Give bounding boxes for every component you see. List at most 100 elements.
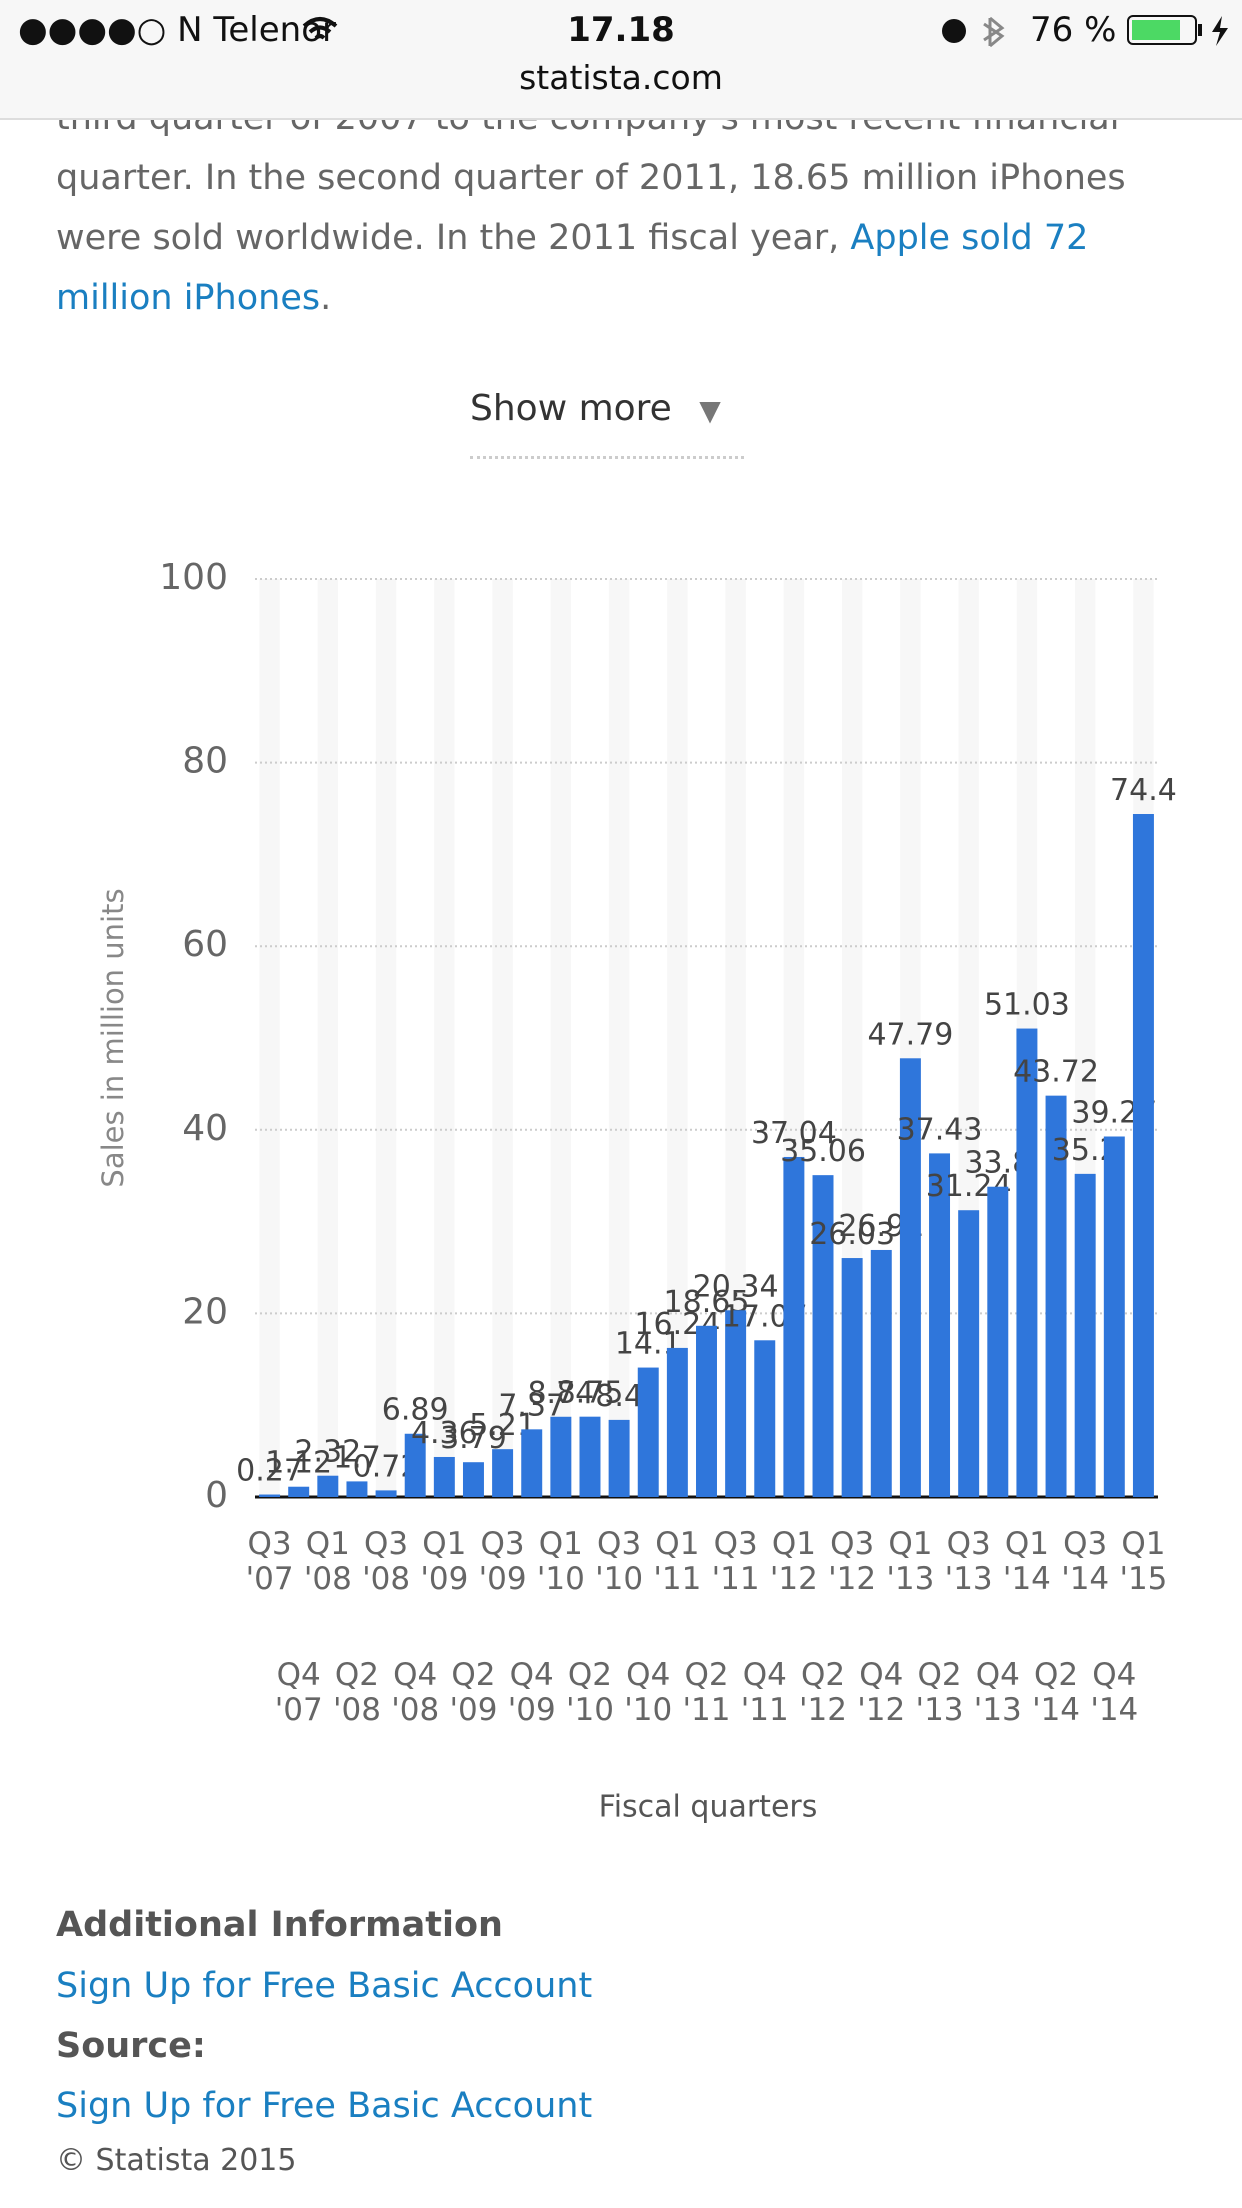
paragraph-text: . (320, 278, 332, 318)
bar (841, 1258, 863, 1497)
x-tick-label: Q1 '10 (536, 1526, 585, 1597)
y-tick-label: 80 (182, 741, 228, 782)
bar (492, 1449, 514, 1497)
bar (462, 1462, 484, 1497)
wifi-icon (302, 17, 338, 40)
x-tick-label: Q4 '07 (274, 1657, 323, 1728)
x-tick-label: Q1 '11 (653, 1526, 702, 1597)
data-label: 35.06 (780, 1134, 866, 1169)
x-tick-label: Q3 '11 (711, 1526, 760, 1597)
bar (725, 1310, 747, 1497)
bar (433, 1456, 455, 1497)
data-label: 37.04 (751, 1116, 837, 1151)
bar (608, 1419, 630, 1497)
data-label: 20.34 (693, 1269, 779, 1304)
clock: 17.18 (567, 10, 675, 50)
bar (929, 1153, 951, 1497)
y-tick-label: 20 (182, 1291, 228, 1332)
data-label: 51.03 (984, 988, 1070, 1023)
x-tick-label: Q3 '10 (595, 1526, 644, 1597)
battery-icon (1127, 15, 1228, 46)
data-label: 1.7 (333, 1440, 381, 1475)
data-label: 26.03 (809, 1217, 895, 1252)
x-axis-title: Fiscal quarters (599, 1790, 818, 1825)
x-tick-label: Q4 '12 (857, 1657, 906, 1728)
x-tick-label: Q3 '09 (478, 1526, 527, 1597)
bar (317, 1475, 339, 1497)
bar (375, 1490, 397, 1497)
band-stripe (725, 579, 746, 1497)
data-label: 1.12 (265, 1446, 332, 1481)
data-label: 6.89 (382, 1393, 449, 1428)
data-label: 8.75 (557, 1376, 624, 1411)
band-stripe (608, 579, 630, 1497)
x-tick-label: Q1 '15 (1119, 1526, 1168, 1597)
x-tick-label: Q1 '12 (769, 1526, 818, 1597)
url: statista.com (519, 58, 723, 97)
bar (958, 1210, 980, 1497)
x-tick-label: Q4 '10 (624, 1657, 673, 1728)
bar (1103, 1136, 1125, 1497)
bar (783, 1156, 805, 1497)
bar (987, 1186, 1009, 1497)
info-heading: Additional Information (56, 1905, 503, 1945)
carrier: ●●●●○ N Telenor (18, 10, 336, 50)
bar (521, 1429, 543, 1497)
bar (870, 1249, 892, 1497)
bar (1016, 1028, 1038, 1497)
bar (754, 1340, 776, 1497)
bar (259, 1494, 281, 1497)
bar (579, 1416, 601, 1497)
bar (1045, 1095, 1067, 1497)
x-tick-label: Q2 '08 (332, 1657, 381, 1728)
data-label: 74.4 (1110, 773, 1177, 808)
x-tick-label: Q2 '11 (682, 1657, 731, 1728)
bar (812, 1175, 834, 1497)
bar (1132, 814, 1154, 1497)
x-tick-label: Q3 '13 (944, 1526, 993, 1597)
y-tick-label: 60 (182, 924, 228, 965)
signup-link[interactable]: Sign Up for Free Basic Account (56, 1966, 593, 2006)
bar (666, 1347, 688, 1497)
x-tick-label: Q2 '10 (565, 1657, 614, 1728)
data-label: 43.72 (1013, 1055, 1099, 1090)
x-tick-label: Q2 '12 (799, 1657, 847, 1728)
band-stripe (667, 579, 688, 1497)
link[interactable]: Apple sold 72 million iPhones (56, 218, 1089, 318)
y-tick-label: 40 (182, 1108, 228, 1149)
x-tick-label: Q1 '09 (420, 1526, 469, 1597)
data-label: 8.74 (527, 1376, 594, 1411)
status-icons (942, 16, 1005, 48)
bar (346, 1481, 368, 1497)
x-tick-label: Q2 '14 (1032, 1657, 1081, 1728)
band-stripe (434, 579, 455, 1497)
bar (404, 1433, 426, 1497)
status-bar: ●●●●○ N Telenor 17.18 statista.com 76 % (0, 0, 1242, 120)
show-more[interactable]: Show more ▼ (470, 388, 744, 459)
bar (1074, 1173, 1096, 1497)
x-tick-label: Q3 '07 (245, 1526, 294, 1597)
bar (550, 1416, 572, 1497)
bar (696, 1325, 717, 1497)
band-stripe (550, 579, 572, 1497)
band-stripe (375, 579, 397, 1497)
data-label: 37.43 (897, 1112, 983, 1147)
x-tick-label: Q4 '13 (973, 1657, 1022, 1728)
x-tick-label: Q1 '08 (303, 1526, 352, 1597)
data-label: 47.79 (867, 1017, 953, 1052)
x-tick-label: Q3 '12 (828, 1526, 877, 1597)
paragraph-text: quarter. In the second quarter of 2011, … (56, 158, 1126, 258)
x-tick-label: Q1 '13 (886, 1526, 935, 1597)
band-stripe (492, 579, 513, 1497)
y-tick-label: 0 (205, 1475, 228, 1516)
battery-text: 76 % (1030, 10, 1117, 50)
x-tick-label: Q4 '11 (740, 1657, 789, 1728)
signup-link[interactable]: Sign Up for Free Basic Account (56, 2086, 593, 2126)
bar (637, 1367, 659, 1497)
band-stripe (317, 579, 339, 1497)
data-label: 0.27 (236, 1454, 303, 1489)
arrow-icon: ▼ (699, 394, 721, 427)
x-tick-label: Q4 '09 (507, 1657, 556, 1728)
